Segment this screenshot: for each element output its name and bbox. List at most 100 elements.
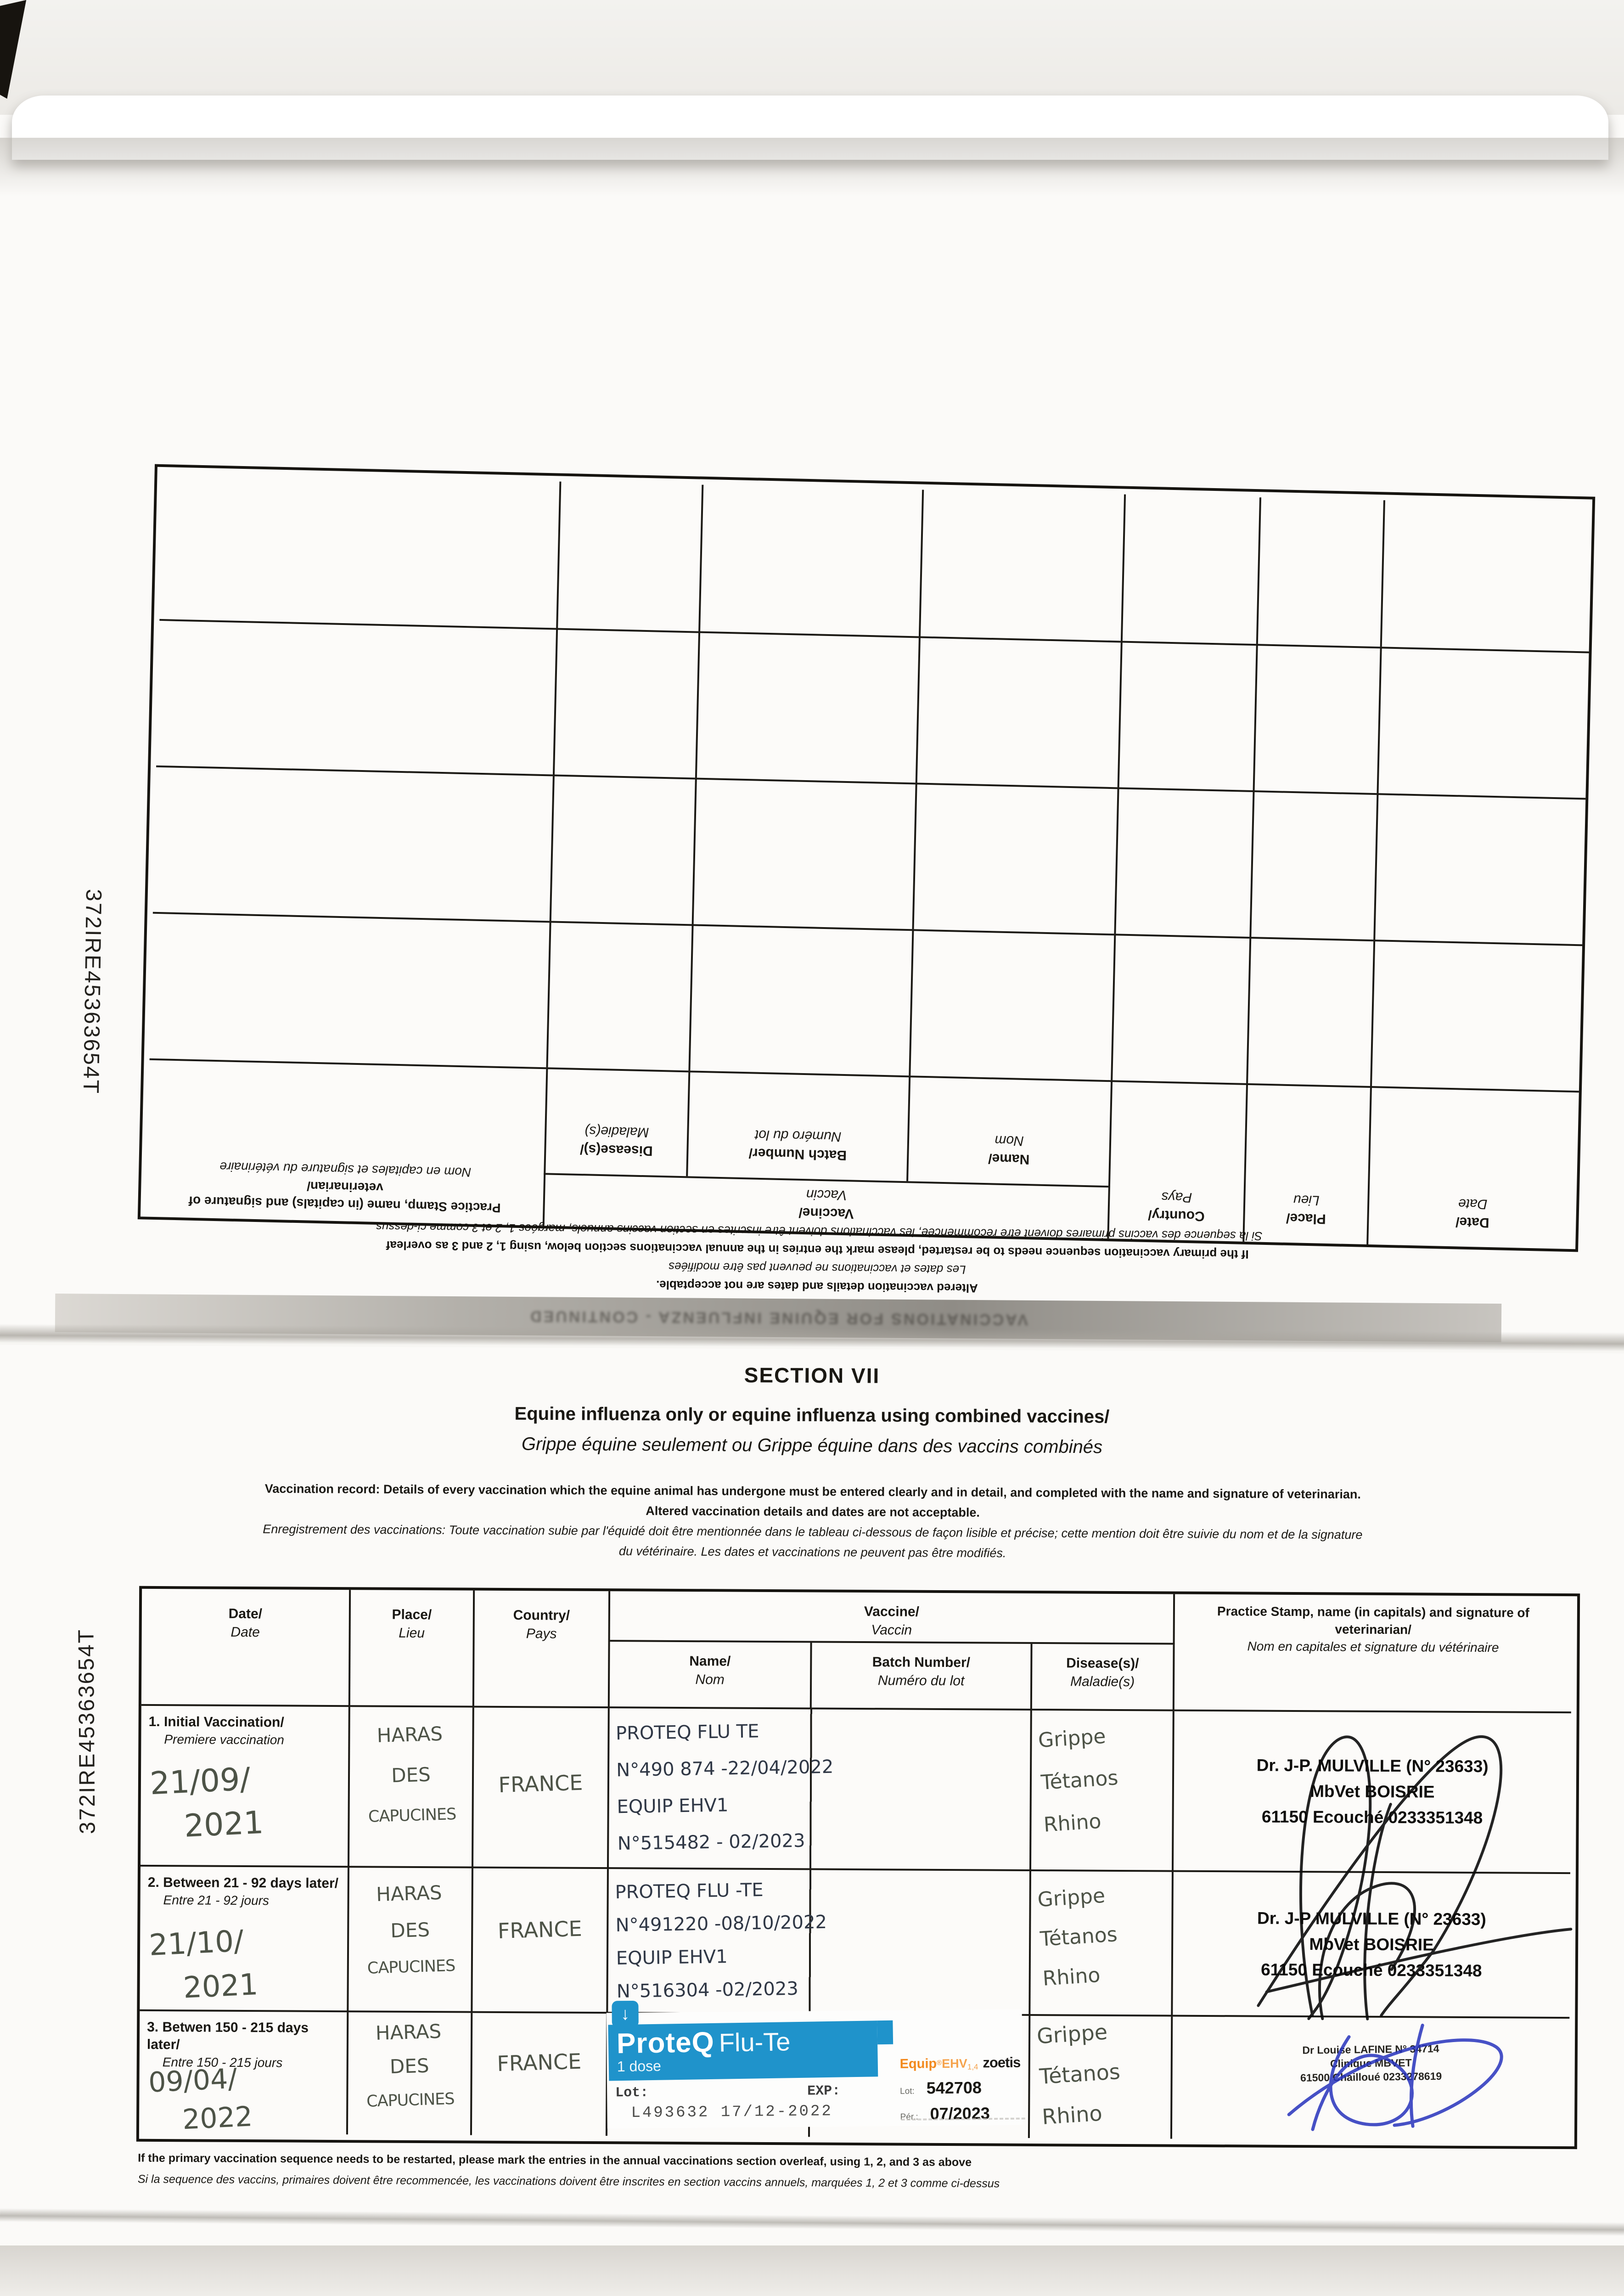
equip-per-row: Pér.: 07/2023 [900,2104,990,2123]
row-2-vaccine-handwriting: PROTEQ FLU -TE N°491220 -08/10/2022 EQUIP … [615,1880,827,2003]
column-header-disease: Disease(s)/Maladie(s) [1032,1643,1175,1711]
row-2-practice-stamp: Dr. J-P MULVILLE (N° 23633) MbVet BOISRIE… [1257,1908,1486,1980]
empty-cell [1373,793,1586,945]
empty-cell [1370,940,1583,1091]
annual-vaccinations-table-rotated: Date/Date Place/Lieu Country/Pays Vaccin… [137,464,1596,1252]
column-header-country: Country/Pays [474,1590,611,1709]
row-1-country-handwriting: FRANCE [498,1770,584,1798]
table-row-3-place-cell: HARAS DES CAPUCINES [348,2012,473,2135]
equip-brand-line: Equip®EHV1,4 zoetis [899,2054,1021,2071]
table-row-2-date-cell: 2. Between 21 - 92 days later/Entre 21 -… [140,1866,349,2013]
column-header-country: Country/Pays [1107,1080,1247,1242]
equip-ehv-sticker: Equip®EHV1,4 zoetis Lot: 542708 Pér.: 07/20… [899,2054,1038,2124]
empty-cell [909,929,1114,1080]
empty-cell [1114,787,1253,937]
table-row-3-disease-cell: Grippe Tétanos Rhino [1029,2015,1173,2139]
column-header-batch: Batch Number/Numéro du lot [686,1070,909,1182]
table-row-1-vaccine-cell: PROTEQ FLU TE N°490 874 -22/04/2022 EQUIP … [608,1708,1032,1871]
row-3-disease-handwriting: Grippe Tétanos Rhino [1036,2019,1121,2129]
table-row-1-place-cell: HARAS DES CAPUCINES [349,1707,474,1868]
table-row-2-country-cell: FRANCE [472,1868,609,2014]
page-curl-shadow [0,138,1624,207]
document-code-top: 372IRE45363654T [78,889,106,1095]
empty-cell [149,912,550,1068]
row-2-place-handwriting: HARAS DES CAPUCINES [367,1881,455,1978]
row-1-place-handwriting: HARAS DES CAPUCINES [368,1722,456,1826]
column-header-date: Date/Date [1366,1086,1579,1249]
zoetis-logo: zoetis [983,2054,1021,2071]
empty-cell [1380,500,1592,652]
empty-cell [688,924,912,1076]
equip-lot-row: Lot: 542708 [900,2078,982,2098]
column-header-place: Place/Lieu [350,1590,475,1708]
table-row-1-disease-cell: Grippe Tétanos Rhino [1031,1710,1174,1872]
empty-cell [1117,641,1256,791]
column-header-disease: Disease(s)/Maladie(s) [544,1067,689,1176]
section-heading-fr: Grippe équine seulement ou Grippe équine… [521,1434,1103,1458]
empty-cell [695,631,919,783]
sticker-brand-light: Flu-Te [719,2027,791,2057]
sticker-brand-bold: ProteQ [616,2026,715,2060]
document-code-bottom: 372IRE45363654T [74,1628,100,1835]
empty-cell [698,484,922,636]
column-header-name: Name/Nom [609,1642,812,1710]
row-1-practice-stamp: Dr. J-P. MULVILLE (N° 23633) MbVet BOISRI… [1256,1756,1489,1828]
table-row-3-country-cell: FRANCE [472,2013,608,2136]
faded-banner-text: VACCINATIONS FOR EQUINE INFLUENZA - CONT… [528,1307,1028,1329]
arrow-down-icon: ↓ [612,2000,639,2028]
scanner-background-bottom [0,2245,1624,2296]
empty-cell [912,782,1118,934]
table-row-1-country-cell: FRANCE [473,1707,610,1869]
row-1-date-handwriting: 21/09/2021 [149,1761,264,1845]
empty-cell [159,473,559,628]
footer-instructions: If the primary vaccination sequence need… [138,2150,1286,2193]
empty-cell [156,619,556,775]
empty-cell [552,628,699,778]
empty-cell [1246,936,1374,1086]
column-header-date: Date/Date [141,1588,351,1707]
row-1-disease-handwriting: Grippe Tétanos Rhino [1037,1724,1119,1837]
table-row-1-stamp-cell: Dr. J-P. MULVILLE (N° 23633) MbVet BOISRI… [1173,1711,1571,1874]
sticker-lot-row: Lot: EXP: [615,2083,841,2101]
row-1-vaccine-handwriting: PROTEQ FLU TE N°490 874 -22/04/2022 EQUIP … [615,1721,834,1855]
row-3-practice-stamp: Dr Louise LAFINE N° 34714 Clinique MBVET 6… [1300,2043,1442,2084]
empty-cell [152,765,553,921]
row-3-place-handwriting: HARAS DES CAPUCINES [366,2020,455,2111]
sticker-lot-value: L493632 17/12-2022 [631,2103,833,2122]
row-2-disease-handwriting: Grippe Tétanos Rhino [1037,1884,1118,1991]
column-header-stamp: Practice Stamp, name (in capitals) and s… [146,1058,546,1226]
section-heading-en: Equine influenza only or equine influenz… [514,1403,1110,1427]
table-row-2-place-cell: HARAS DES CAPUCINES [348,1868,473,2013]
empty-cell [1120,494,1260,644]
footer-line-en: If the primary vaccination sequence need… [138,2151,972,2169]
page-bottom-fold [0,2208,1624,2236]
table-row-2-vaccine-cell: PROTEQ FLU -TE N°491220 -08/10/2022 EQUIP … [608,1869,1031,2016]
sticker-dose: 1 dose [617,2057,662,2075]
row-2-label: 2. Between 21 - 92 days later/Entre 21 -… [147,1874,339,1908]
column-header-stamp: Practice Stamp, name (in capitals) and s… [1174,1594,1572,1714]
table-row-3-date-cell: 3. Betwen 150 - 215 days later/Entre 150… [139,2011,349,2136]
empty-cell [549,774,695,924]
row-2-country-handwriting: FRANCE [497,1916,583,1943]
vaccination-record-paragraph: Vaccination record: Details of every vac… [78,1478,1548,1566]
row-3-country-handwriting: FRANCE [496,2048,582,2076]
row-2-date-handwriting: 21/10/2021 [148,1924,259,2005]
column-header-vaccine: Vaccine/Vaccin [610,1591,1175,1645]
row-1-label: 1. Initial Vaccination/Premiere vaccinat… [148,1714,284,1747]
empty-cell [546,921,692,1071]
rotated-notes-block: Altered vaccination details and dates ar… [114,1215,1520,1303]
empty-cell [1253,644,1380,793]
empty-cell [691,777,916,929]
column-header-batch: Batch Number/Numéro du lot [811,1643,1033,1711]
column-header-place: Place/Lieu [1242,1083,1371,1244]
section-title: SECTION VII [744,1363,880,1388]
table-row-2-disease-cell: Grippe Tétanos Rhino [1030,1871,1174,2017]
row-3-date-handwriting: 09/04/2022 [147,2062,253,2136]
table-row-3-stamp-cell: Dr Louise LAFINE N° 34714 Clinique MBVET 6… [1172,2017,1569,2141]
empty-cell [1111,934,1250,1083]
empty-cell [1377,647,1589,798]
footer-line-fr: Si la sequence des vaccins, primaires do… [137,2172,1000,2190]
empty-cell [1256,497,1383,647]
column-header-name: Name/Nom [906,1075,1111,1186]
